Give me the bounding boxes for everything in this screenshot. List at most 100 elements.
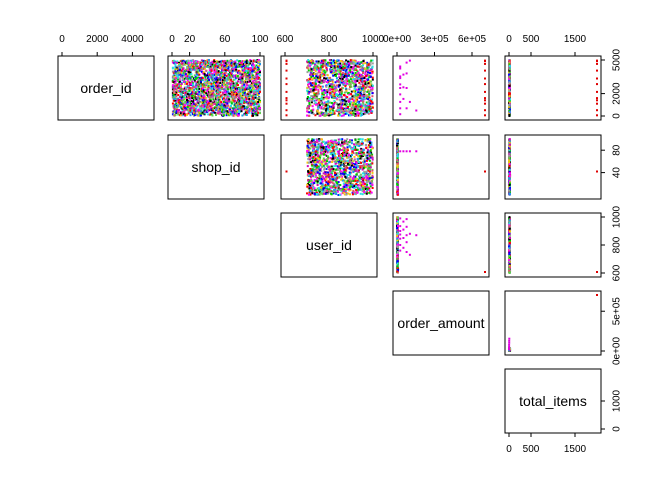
data-point: [254, 101, 257, 104]
data-point: [228, 61, 231, 64]
data-point: [360, 92, 363, 95]
data-point: [327, 105, 330, 108]
data-point: [178, 101, 180, 104]
data-point: [362, 181, 365, 184]
data-point: [254, 79, 257, 82]
data-point: [234, 60, 237, 63]
data-point: [237, 86, 240, 89]
data-point: [371, 84, 374, 87]
data-point: [202, 106, 205, 108]
data-point: [184, 107, 187, 110]
data-point: [217, 86, 220, 89]
data-point: [354, 100, 357, 103]
data-point: [334, 71, 337, 74]
data-point: [368, 93, 371, 96]
data-point: [359, 83, 362, 86]
data-point: [215, 77, 218, 80]
data-point: [336, 156, 339, 159]
data-point: [211, 87, 214, 90]
data-point: [255, 106, 258, 109]
data-point: [197, 114, 200, 117]
data-point: [344, 190, 347, 193]
data-point: [252, 66, 254, 69]
data-point: [233, 74, 236, 77]
data-point: [508, 81, 511, 84]
data-point: [174, 64, 177, 67]
data-point: [198, 87, 201, 90]
data-point: [322, 93, 325, 96]
data-point: [232, 114, 235, 117]
data-point: [212, 108, 215, 111]
data-point: [361, 77, 364, 80]
data-point: [320, 106, 323, 109]
data-point: [241, 114, 244, 117]
data-point: [314, 87, 317, 90]
data-point: [223, 77, 226, 79]
data-point: [227, 90, 230, 93]
data-point: [259, 60, 261, 63]
data-point: [247, 71, 250, 74]
outlier-point: [285, 69, 288, 72]
data-point: [226, 69, 229, 71]
data-point: [219, 113, 222, 116]
data-point: [354, 112, 357, 115]
data-point: [371, 78, 374, 81]
data-point: [359, 105, 362, 108]
data-point: [340, 68, 343, 71]
data-point: [237, 91, 239, 93]
data-point: [235, 68, 238, 71]
data-point: [318, 159, 321, 162]
data-point: [199, 105, 202, 108]
data-point: [353, 101, 355, 104]
data-point: [225, 97, 228, 100]
data-point: [340, 81, 343, 84]
data-point: [189, 100, 192, 103]
data-point: [325, 101, 328, 104]
data-point: [257, 66, 260, 69]
data-point: [203, 68, 206, 71]
data-point: [369, 185, 372, 188]
data-point: [340, 64, 343, 67]
data-point: [207, 88, 210, 91]
data-point: [308, 105, 311, 108]
data-point: [244, 99, 247, 102]
outlier-point: [285, 102, 288, 105]
data-point: [364, 90, 366, 93]
data-point: [196, 65, 199, 68]
data-point: [232, 82, 235, 85]
data-point: [345, 66, 348, 69]
data-point: [358, 97, 361, 99]
data-point: [332, 59, 335, 62]
data-point: [330, 62, 333, 65]
data-point: [354, 81, 357, 84]
data-point: [258, 105, 261, 108]
data-point: [358, 112, 361, 115]
data-point: [340, 100, 343, 103]
data-point: [202, 107, 205, 110]
data-point: [197, 89, 200, 92]
data-point: [340, 91, 343, 93]
data-point: [223, 87, 226, 90]
data-point: [252, 93, 255, 96]
data-point: [311, 62, 314, 65]
data-point: [318, 76, 321, 79]
data-point: [230, 104, 232, 107]
data-point: [329, 93, 332, 96]
data-point: [311, 69, 314, 72]
data-point: [180, 94, 183, 97]
data-point: [347, 91, 350, 94]
data-point: [178, 67, 181, 69]
data-point: [348, 111, 351, 114]
data-point: [236, 93, 239, 96]
data-point: [215, 78, 217, 81]
data-point: [212, 98, 215, 101]
data-point: [230, 78, 232, 81]
data-point: [180, 83, 183, 85]
data-point: [207, 93, 210, 95]
data-point: [344, 107, 347, 110]
data-point: [348, 189, 351, 192]
data-point: [332, 106, 335, 109]
data-point: [339, 68, 342, 71]
data-point: [186, 103, 189, 105]
data-point: [327, 100, 329, 103]
